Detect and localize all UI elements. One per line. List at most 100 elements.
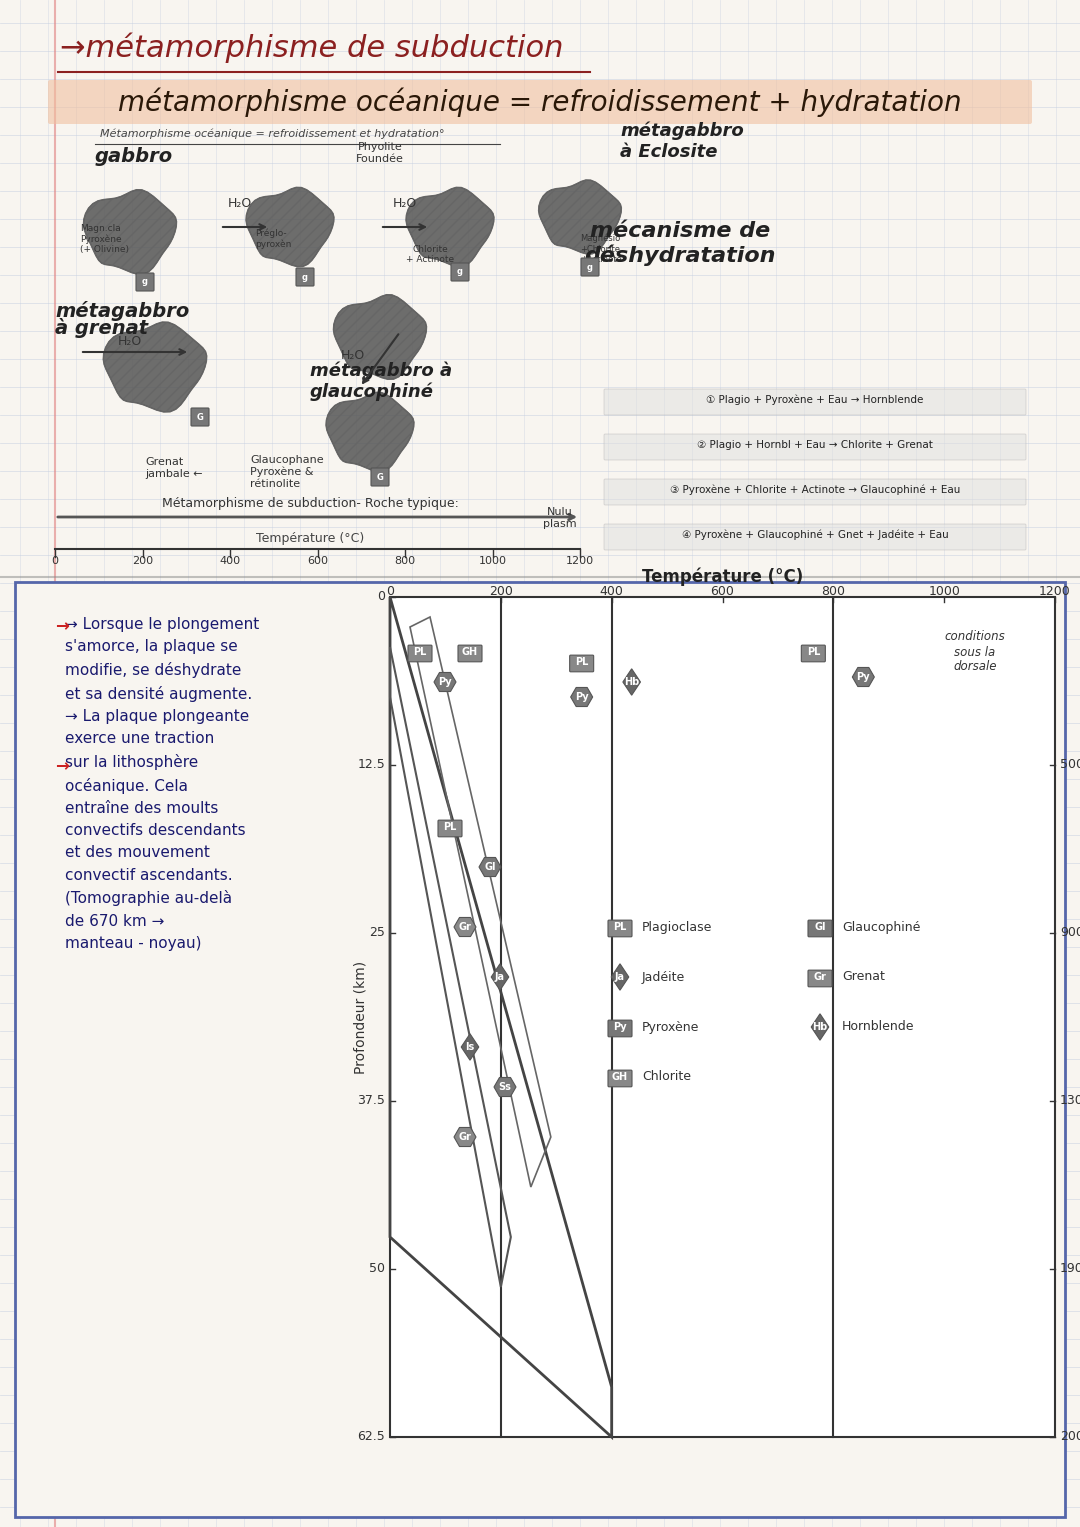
- Text: 1200: 1200: [1039, 585, 1071, 599]
- Text: métagabbro: métagabbro: [55, 301, 189, 321]
- Text: Hb: Hb: [624, 676, 639, 687]
- Text: GH: GH: [462, 647, 478, 657]
- FancyBboxPatch shape: [608, 1070, 632, 1087]
- Polygon shape: [454, 1127, 476, 1147]
- Text: H₂O: H₂O: [341, 350, 365, 362]
- Text: Métamorphisme de subduction- Roche typique:: Métamorphisme de subduction- Roche typiq…: [162, 496, 458, 510]
- Text: 400: 400: [599, 585, 623, 599]
- Text: Py: Py: [575, 692, 589, 702]
- Text: 1200: 1200: [566, 556, 594, 567]
- Text: Chlorite
+ Actinote: Chlorite + Actinote: [406, 244, 454, 264]
- Polygon shape: [83, 189, 176, 275]
- Text: 400: 400: [219, 556, 241, 567]
- Text: G: G: [197, 412, 203, 421]
- Text: métagabbro
à Eclosite: métagabbro à Eclosite: [620, 122, 744, 160]
- Polygon shape: [611, 964, 629, 989]
- Text: 50: 50: [369, 1263, 384, 1275]
- Polygon shape: [454, 918, 476, 936]
- Text: 200: 200: [489, 585, 513, 599]
- Text: H₂O: H₂O: [118, 334, 143, 348]
- Text: Phyolite
Foundée: Phyolite Foundée: [356, 142, 404, 163]
- Text: mécanisme de
déshydratation: mécanisme de déshydratation: [584, 221, 775, 266]
- Text: ① Plagio + Pyroxène + Eau → Hornblende: ① Plagio + Pyroxène + Eau → Hornblende: [706, 395, 923, 405]
- Text: PL: PL: [575, 657, 589, 667]
- FancyBboxPatch shape: [438, 820, 462, 837]
- FancyBboxPatch shape: [458, 644, 482, 661]
- Polygon shape: [326, 392, 414, 472]
- Text: gabbro: gabbro: [95, 147, 173, 166]
- Text: G: G: [377, 472, 383, 481]
- Text: → Lorsque le plongement
s'amorce, la plaque se
modifie, se déshydrate
et sa dens: → Lorsque le plongement s'amorce, la pla…: [65, 617, 259, 951]
- Polygon shape: [480, 858, 501, 876]
- Text: Gr: Gr: [459, 922, 472, 931]
- Text: →: →: [55, 617, 69, 635]
- Polygon shape: [104, 322, 206, 412]
- Polygon shape: [246, 188, 334, 267]
- Text: métamorphisme océanique = refroidissement + hydratation: métamorphisme océanique = refroidissemen…: [118, 87, 962, 116]
- Text: Magnésio
+Chlorite
+Actinote: Magnésio +Chlorite +Actinote: [580, 234, 622, 264]
- Polygon shape: [811, 1014, 828, 1040]
- Text: Magn.cla
Pyroxène
(+ Olivine): Magn.cla Pyroxène (+ Olivine): [80, 223, 129, 253]
- FancyBboxPatch shape: [608, 1020, 632, 1037]
- Text: →métamorphisme de subduction: →métamorphisme de subduction: [60, 32, 564, 63]
- Text: 200: 200: [132, 556, 153, 567]
- Text: GH: GH: [612, 1072, 629, 1083]
- Text: PL: PL: [613, 922, 626, 931]
- Polygon shape: [623, 669, 640, 695]
- Text: 600: 600: [307, 556, 328, 567]
- Polygon shape: [434, 672, 456, 692]
- Text: métagabbro à
glaucophiné: métagabbro à glaucophiné: [310, 360, 453, 402]
- Text: Température (°C): Température (°C): [256, 531, 364, 545]
- Text: →: →: [55, 757, 69, 776]
- FancyBboxPatch shape: [390, 597, 1055, 1437]
- FancyBboxPatch shape: [191, 408, 210, 426]
- Text: Py: Py: [856, 672, 870, 683]
- Text: Py: Py: [438, 676, 451, 687]
- Text: g: g: [457, 267, 463, 276]
- FancyBboxPatch shape: [15, 582, 1065, 1516]
- Text: g: g: [302, 272, 308, 281]
- Text: Ss: Ss: [499, 1083, 512, 1092]
- FancyBboxPatch shape: [801, 644, 825, 661]
- Text: Glaucophiné: Glaucophiné: [842, 921, 920, 933]
- Text: Py: Py: [613, 1022, 626, 1032]
- Text: Gl: Gl: [814, 922, 826, 931]
- FancyBboxPatch shape: [136, 273, 154, 292]
- Text: ④ Pyroxène + Glaucophiné + Gnet + Jadéite + Eau: ④ Pyroxène + Glaucophiné + Gnet + Jadéit…: [681, 530, 948, 541]
- Text: Métamorphisme océanique = refroidissement et hydratation°: Métamorphisme océanique = refroidissemen…: [100, 128, 445, 139]
- Text: 0: 0: [52, 556, 58, 567]
- Text: 1000: 1000: [478, 556, 507, 567]
- Polygon shape: [491, 964, 509, 989]
- Text: g: g: [588, 263, 593, 272]
- Text: Ja: Ja: [495, 973, 505, 982]
- FancyBboxPatch shape: [372, 467, 389, 486]
- Text: ③ Pyroxène + Chlorite + Actinote → Glaucophiné + Eau: ③ Pyroxène + Chlorite + Actinote → Glauc…: [670, 484, 960, 495]
- Text: 1900: 1900: [1059, 1263, 1080, 1275]
- Text: Is: Is: [465, 1041, 474, 1052]
- Text: conditions
sous la
dorsale: conditions sous la dorsale: [945, 631, 1005, 673]
- Polygon shape: [539, 180, 621, 253]
- Text: Profondeur (km): Profondeur (km): [353, 960, 367, 1073]
- Text: 62.5: 62.5: [357, 1431, 384, 1443]
- FancyBboxPatch shape: [48, 79, 1032, 124]
- FancyBboxPatch shape: [451, 263, 469, 281]
- Text: à grenat: à grenat: [55, 318, 148, 337]
- Text: Préglo-
pyroxèn: Préglo- pyroxèn: [255, 229, 292, 249]
- Text: 800: 800: [821, 585, 846, 599]
- Text: ② Plagio + Hornbl + Eau → Chlorite + Grenat: ② Plagio + Hornbl + Eau → Chlorite + Gre…: [697, 440, 933, 450]
- Text: Jadéite: Jadéite: [642, 971, 685, 983]
- Text: Grenat
jambale ←: Grenat jambale ←: [145, 458, 203, 479]
- Polygon shape: [494, 1078, 516, 1096]
- Text: Gr: Gr: [813, 973, 826, 982]
- Polygon shape: [461, 1034, 478, 1060]
- FancyBboxPatch shape: [581, 258, 599, 276]
- Text: H₂O: H₂O: [393, 197, 417, 211]
- Polygon shape: [852, 667, 875, 687]
- Text: Température (°C): Température (°C): [642, 568, 804, 586]
- FancyBboxPatch shape: [569, 655, 594, 672]
- Text: Grenat: Grenat: [842, 971, 885, 983]
- FancyBboxPatch shape: [604, 389, 1026, 415]
- Text: 1300: 1300: [1059, 1095, 1080, 1107]
- FancyBboxPatch shape: [296, 269, 314, 286]
- Text: 500: 500: [1059, 759, 1080, 771]
